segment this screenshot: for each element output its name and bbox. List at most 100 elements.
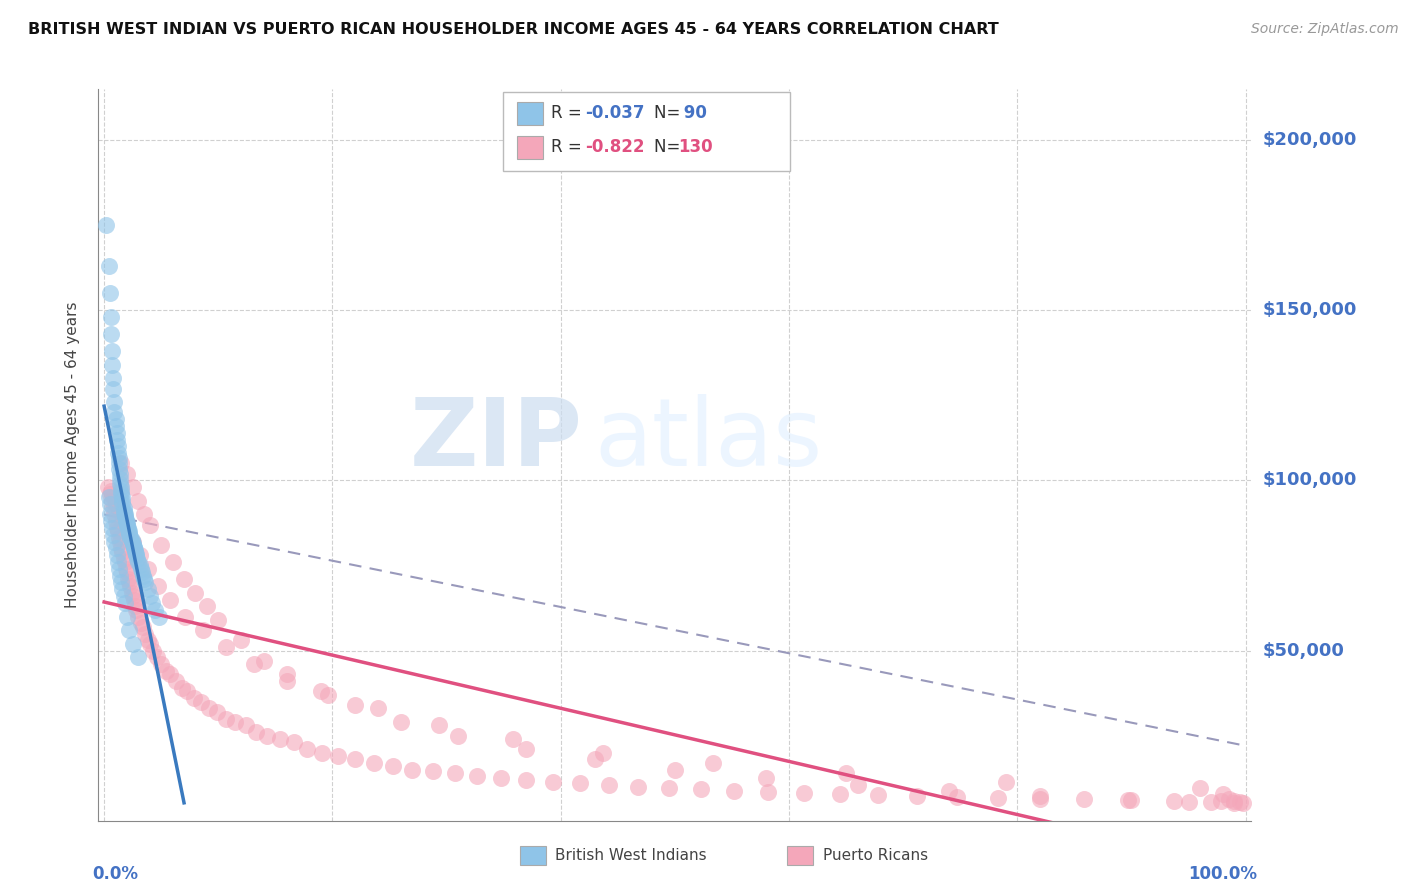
Point	[297, 742, 319, 756]
Point	[110, 487, 132, 501]
Point	[98, 508, 121, 522]
Point	[127, 650, 149, 665]
Point	[108, 476, 131, 491]
Point	[207, 613, 229, 627]
Point	[120, 531, 142, 545]
Point	[132, 572, 155, 586]
Point	[97, 259, 120, 273]
Point	[128, 558, 150, 573]
Point	[173, 572, 195, 586]
Point	[793, 786, 815, 800]
Point	[598, 778, 620, 792]
Point	[110, 575, 132, 590]
Point	[443, 766, 465, 780]
Point	[174, 609, 197, 624]
Point	[229, 633, 252, 648]
Point	[104, 541, 127, 556]
Point	[103, 371, 125, 385]
Point	[121, 585, 143, 599]
Point	[162, 555, 184, 569]
Point	[125, 549, 148, 563]
Text: $200,000: $200,000	[1263, 131, 1357, 149]
Point	[132, 568, 155, 582]
Point	[136, 582, 159, 597]
Point	[124, 545, 146, 559]
Point	[145, 650, 167, 665]
Point	[122, 592, 145, 607]
Point	[311, 746, 333, 760]
Point	[110, 483, 132, 498]
Point	[110, 541, 132, 556]
Point	[758, 785, 780, 799]
Text: British West Indians: British West Indians	[555, 848, 707, 863]
Point	[1188, 781, 1211, 796]
Point	[108, 451, 131, 466]
Point	[139, 637, 162, 651]
Point	[198, 701, 221, 715]
Point	[389, 714, 412, 729]
Point	[422, 764, 444, 779]
Point	[122, 540, 145, 554]
Point	[427, 718, 450, 732]
Text: Source: ZipAtlas.com: Source: ZipAtlas.com	[1251, 22, 1399, 37]
Point	[183, 691, 205, 706]
Point	[316, 688, 339, 702]
Text: $150,000: $150,000	[1263, 301, 1357, 319]
Point	[245, 725, 267, 739]
Point	[108, 472, 131, 486]
Point	[276, 667, 298, 681]
Point	[1201, 795, 1223, 809]
Point	[121, 637, 143, 651]
Point	[159, 592, 181, 607]
Point	[96, 219, 118, 233]
Point	[107, 446, 129, 460]
Point	[104, 419, 127, 434]
Point	[702, 756, 724, 770]
Point	[107, 439, 129, 453]
Point	[136, 562, 159, 576]
Point	[121, 480, 143, 494]
Point	[108, 562, 131, 576]
Text: 90: 90	[678, 104, 707, 122]
Point	[121, 589, 143, 603]
Text: -0.037: -0.037	[585, 104, 644, 122]
Point	[96, 480, 118, 494]
Point	[1116, 793, 1139, 807]
Point	[120, 579, 142, 593]
Point	[110, 480, 132, 494]
Point	[127, 551, 149, 566]
Point	[755, 771, 778, 785]
Text: N=: N=	[654, 138, 685, 156]
Point	[150, 538, 173, 552]
Point	[1232, 796, 1254, 810]
Point	[98, 497, 121, 511]
Point	[150, 657, 173, 672]
Point	[569, 776, 592, 790]
Point	[159, 667, 181, 681]
Point	[127, 493, 149, 508]
Point	[98, 487, 121, 501]
Point	[115, 609, 138, 624]
Point	[101, 521, 124, 535]
Point	[100, 327, 122, 342]
Point	[309, 684, 332, 698]
Point	[136, 633, 159, 648]
Point	[215, 640, 238, 654]
Point	[627, 780, 650, 794]
Point	[107, 524, 129, 539]
Point	[184, 585, 207, 599]
Point	[101, 493, 124, 508]
Point	[256, 729, 278, 743]
Point	[1121, 793, 1143, 807]
Point	[111, 582, 134, 597]
Point	[103, 405, 125, 419]
Point	[835, 766, 858, 780]
Point	[108, 457, 131, 471]
Point	[103, 508, 125, 522]
Point	[583, 752, 606, 766]
Point	[139, 589, 162, 603]
Point	[132, 620, 155, 634]
Point	[118, 528, 141, 542]
Point	[115, 516, 138, 530]
Point	[242, 657, 264, 672]
